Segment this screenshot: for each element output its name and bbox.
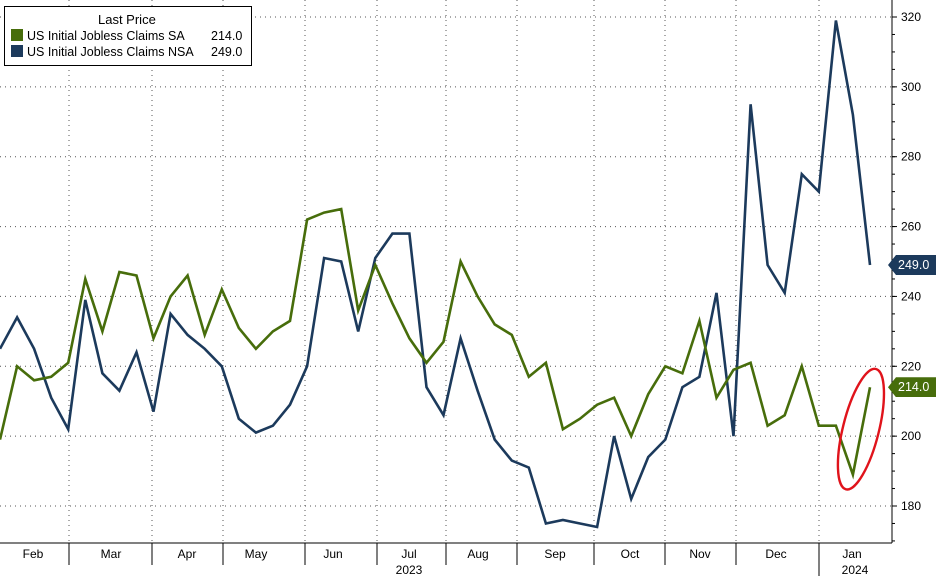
red-ellipse-highlight (836, 367, 886, 491)
legend-value-nsa: 249.0 (211, 45, 243, 59)
x-year-label: 2023 (396, 563, 423, 576)
x-month-label: Apr (178, 547, 197, 561)
y-tick-label: 260 (901, 220, 921, 234)
legend-entry-nsa: US Initial Jobless Claims NSA 249.0 (11, 44, 242, 60)
legend: Last Price US Initial Jobless Claims SA … (4, 6, 252, 66)
overlay-layer (836, 367, 886, 491)
x-month-label: Dec (765, 547, 786, 561)
x-month-label: May (245, 547, 268, 561)
y-tick-label: 220 (901, 359, 921, 373)
x-month-label: Feb (23, 547, 44, 561)
x-month-label: Nov (689, 547, 710, 561)
x-month-label: Jun (323, 547, 342, 561)
legend-label-sa: US Initial Jobless Claims SA (27, 29, 185, 43)
y-tick-label: 180 (901, 499, 921, 513)
y-tick-label: 300 (901, 80, 921, 94)
y-tick-label: 240 (901, 289, 921, 303)
legend-title: Last Price (98, 12, 156, 27)
y-tick-label: 320 (901, 10, 921, 24)
legend-swatch-nsa (11, 45, 23, 57)
x-month-label: Aug (467, 547, 488, 561)
last-value-tag-sa: 214.0 (888, 377, 936, 398)
grid-lines (0, 0, 892, 543)
series-line-nsa (0, 20, 872, 529)
legend-label-nsa: US Initial Jobless Claims NSA (27, 45, 194, 59)
y-tick-label: 200 (901, 429, 921, 443)
x-month-label: Oct (621, 547, 640, 561)
last-value-tag-nsa: 249.0 (888, 254, 936, 275)
series-line-sa (0, 207, 872, 480)
x-month-label: Jul (401, 547, 416, 561)
series-layer (0, 20, 872, 529)
legend-swatch-sa (11, 29, 23, 41)
x-month-label: Mar (101, 547, 122, 561)
x-month-label: Sep (544, 547, 566, 561)
legend-entry-sa: US Initial Jobless Claims SA 214.0 (11, 28, 242, 44)
legend-value-sa: 214.0 (211, 29, 243, 43)
x-year-label: 2024 (842, 563, 869, 576)
y-tick-label: 280 (901, 150, 921, 164)
x-month-label: Jan (842, 547, 861, 561)
